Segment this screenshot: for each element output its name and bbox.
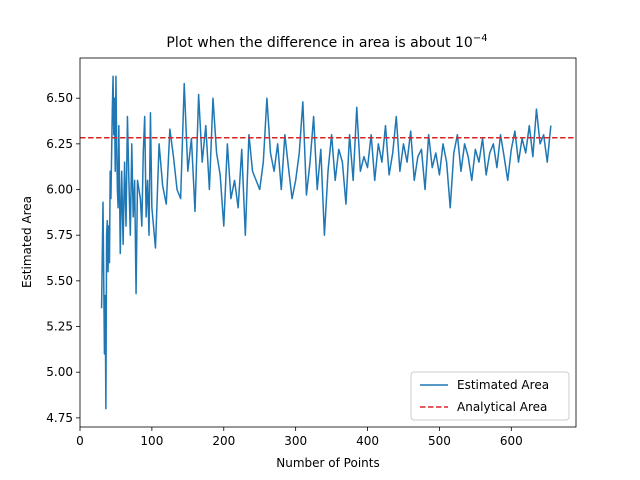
chart-title: Plot when the difference in area is abou… [166,33,487,51]
y-tick-label: 5.00 [46,365,73,379]
series-layer [80,75,576,410]
x-tick-label: 600 [500,434,523,448]
chart-title-superscript: −4 [473,33,488,44]
y-tick-label: 5.25 [46,320,73,334]
x-tick-label: 200 [212,434,235,448]
x-axis-label: Number of Points [276,456,379,470]
x-tick-label: 300 [284,434,307,448]
x-tick-label: 400 [356,434,379,448]
plot-area [80,58,576,427]
legend: Estimated Area Analytical Area [410,371,570,421]
legend-box [410,371,570,421]
axes: 0 100 200 300 400 500 600 4.75 5.00 5.25 5.50 5.75 6… [46,91,522,448]
y-tick-label: 5.75 [46,228,73,242]
y-tick-label: 6.25 [46,137,73,151]
y-tick-label: 4.75 [46,411,73,425]
y-tick-label: 6.50 [46,91,73,105]
y-tick-label: 5.50 [46,274,73,288]
y-tick-label: 6.00 [46,183,73,197]
plot-border [79,57,577,428]
x-tick-label: 0 [76,434,84,448]
legend-label-analytical: Analytical Area [457,400,547,414]
x-tick-label: 100 [140,434,163,448]
x-tick-label: 500 [428,434,451,448]
legend-label-estimated: Estimated Area [457,378,549,392]
y-axis-label: Estimated Area [20,196,34,288]
series-line-estimated-area [100,75,552,410]
